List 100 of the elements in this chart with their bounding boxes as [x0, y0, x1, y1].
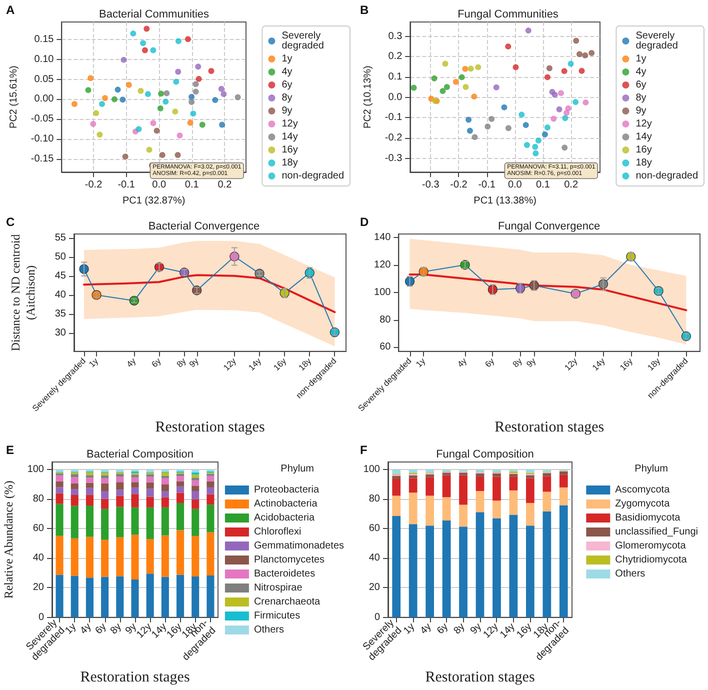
y-tick-label: 120 [374, 259, 392, 270]
y-tick-label: 30 [54, 328, 66, 339]
x-tick-label: 4y [78, 621, 94, 637]
legend-label: 18y [636, 158, 652, 168]
y-tick-label: -0.3 [384, 152, 403, 164]
chart-title: Fungal Composition [436, 448, 534, 460]
legend-label: 14y [282, 132, 298, 142]
chart-title: Fungal Convergence [498, 220, 600, 232]
x-tick-label: 0.2 [218, 180, 232, 191]
y-tick-label: 140 [374, 232, 392, 243]
legend-label: 4y [636, 66, 646, 78]
legend-label: 6y [636, 80, 646, 90]
text: F [360, 443, 368, 457]
y-tick-label: 55 [54, 232, 66, 244]
x-tick-label: 6y [435, 621, 450, 637]
y-tick-label: 50 [54, 251, 66, 262]
y-tick-label: -0.2 [384, 132, 403, 144]
legend-label: 16y [282, 144, 298, 156]
y-tick-label: 100 [374, 286, 392, 298]
text: B [360, 3, 369, 17]
y-tick-label: 60 [380, 342, 392, 353]
legend-label: Ascomycota [615, 484, 670, 496]
y-axis-title: PC2 (15.61%) [8, 66, 20, 128]
y-tick-label: 100 [363, 464, 380, 475]
x-axis-title: Restoration stages [425, 670, 535, 686]
legend-label: Acidobacteria [254, 512, 315, 524]
y-tick-label: -0.15 [30, 153, 54, 164]
x-axis-title: Restoration stages [80, 670, 190, 686]
x-tick-label: 12y [562, 355, 580, 373]
x-tick-label: 6y [482, 355, 497, 370]
x-tick-label: 0.1 [184, 180, 200, 191]
legend-title: Phylum [634, 464, 668, 474]
y-tick-label: 60 [32, 523, 44, 534]
legend-label: 1y [636, 54, 646, 64]
x-tick-label: 12y [481, 621, 501, 641]
y-tick-label: 0.05 [34, 74, 54, 85]
text: D [360, 215, 369, 229]
legend-label: Crenarchaeota [254, 596, 321, 608]
legend-label: Proteobacteria [254, 484, 320, 496]
legend-label: 8y [282, 92, 292, 104]
x-tick-label: 14y [498, 621, 518, 641]
x-tick-label: 4y [124, 355, 138, 370]
y-tick-label: 100 [27, 464, 44, 475]
x-tick-label: 9y [524, 355, 538, 370]
legend-label: non-degraded [282, 170, 344, 182]
y-tick-label: 60 [368, 523, 380, 534]
y-tick-label: 0.15 [34, 34, 54, 46]
x-tick-label: 16y [618, 355, 635, 373]
legend-label: 1y [282, 54, 292, 64]
y-tick-label: 40 [54, 289, 66, 300]
legend-label: Chloroflexi [254, 526, 302, 538]
legend-label: 9y [282, 106, 292, 116]
y-tick-label: 80 [32, 493, 44, 504]
legend-label: Others [254, 624, 284, 636]
legend-label: 18y [282, 158, 298, 168]
y-tick-label: 35 [54, 308, 66, 320]
legend-label: Planctomycetes [254, 554, 325, 566]
x-axis-title: Restoration stages [494, 420, 604, 436]
legend-label: Glomeromycota [615, 540, 686, 552]
y-tick-label: 0 [38, 612, 44, 623]
x-tick-label: 1y [86, 355, 101, 370]
x-axis-title: Restoration stages [155, 420, 265, 436]
legend-label: 16y [636, 144, 652, 156]
legend-label: Zygomycota [615, 498, 670, 510]
x-tick-label: 8y [108, 621, 124, 637]
legend-label: Others [615, 568, 646, 580]
legend-label: Actinobacteria [254, 498, 318, 510]
x-tick-label: 1y [402, 621, 417, 637]
y-tick-label: 0.2 [388, 51, 403, 62]
legend-label: Firmicutes [254, 610, 300, 622]
text: C [6, 215, 15, 229]
y-tick-label: 0.00 [34, 94, 54, 105]
legend-label: Chytridiomycota [615, 554, 688, 566]
y-tick-label: -0.1 [384, 112, 403, 124]
x-tick-label: 1y [63, 621, 79, 637]
y-tick-label: 20 [32, 582, 44, 594]
x-tick-label: 16y [271, 355, 289, 373]
text: E [6, 443, 14, 457]
x-tick-label: 4y [455, 355, 470, 370]
chart-title: Bacterial Communities [98, 8, 210, 20]
y-axis-title: PC2 (10.13%) [362, 66, 374, 128]
x-tick-label: 12y [221, 355, 239, 373]
x-axis-title: PC1 (32.87%) [122, 196, 186, 206]
y-tick-label: 0.0 [388, 92, 403, 103]
legend-label: 12y [282, 118, 298, 130]
legend-label: Bacteroidetes [254, 568, 316, 580]
x-tick-label: 0.1 [536, 180, 550, 191]
legend-label: Basidiomycota [615, 512, 681, 524]
y-tick-label: 80 [380, 314, 392, 326]
x-tick-label: -0.1 [478, 180, 496, 191]
y-tick-label: 20 [368, 582, 380, 594]
x-tick-label: 14y [590, 355, 608, 373]
y-axis-title: Distance to ND centroid (Aitchison) [8, 234, 38, 352]
x-tick-label: 4y [418, 621, 434, 637]
y-tick-label: 0.1 [388, 71, 403, 82]
y-axis-title: Relative Abundance (%) [2, 480, 16, 599]
legend-label: 4y [282, 66, 292, 78]
y-tick-label: 80 [368, 493, 380, 504]
x-tick-label: 6y [149, 355, 164, 370]
y-tick-label: 40 [368, 552, 380, 564]
